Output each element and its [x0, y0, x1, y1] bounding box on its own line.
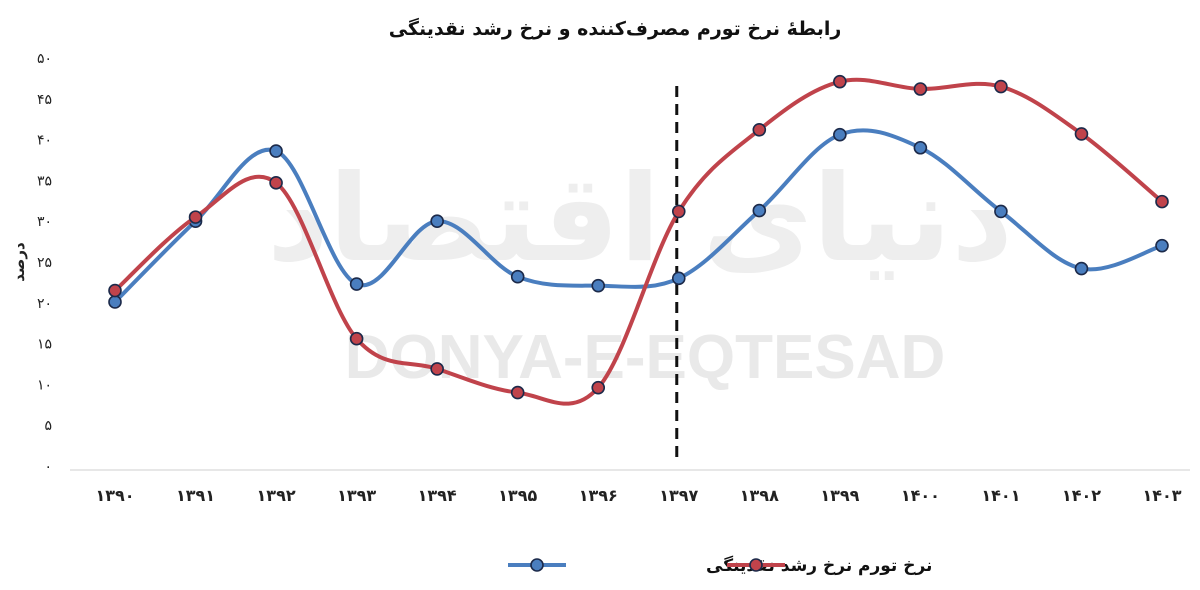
y-tick-label: ۳۰ — [37, 214, 52, 230]
series-line — [113, 77, 1164, 406]
data-point — [833, 127, 847, 142]
legend-item: نرخ تورم — [727, 556, 932, 576]
x-tick-label: ۱۳۹۵ — [498, 486, 537, 505]
data-point — [108, 295, 122, 309]
x-tick-label: ۱۳۹۸ — [740, 486, 779, 505]
y-tick-label: ۱۵ — [37, 337, 52, 353]
data-point — [1074, 261, 1089, 276]
legend: نرخ رشد نقدینگی نرخ تورم — [508, 555, 932, 576]
x-tick-label: ۱۳۹۳ — [337, 486, 376, 505]
y-tick-label: ۳۵ — [37, 173, 52, 189]
x-tick-label: ۱۴۰۳ — [1142, 486, 1181, 505]
data-point — [752, 203, 767, 218]
data-point — [269, 144, 283, 158]
y-axis-ticks: ۰ ۵ ۱۰ ۱۵ ۲۰ ۲۵ ۳۰ ۳۵ ۴۰ ۴۵ ۵۰ — [37, 51, 52, 475]
x-tick-label: ۱۳۹۶ — [579, 486, 618, 505]
x-tick-label: ۱۴۰۱ — [981, 486, 1020, 505]
watermark-persian: دنیای اقتصاد — [267, 150, 1013, 289]
data-point — [430, 214, 444, 228]
x-tick-label: ۱۳۹۲ — [257, 486, 296, 505]
x-tick-label: ۱۳۹۴ — [418, 486, 457, 505]
data-point — [994, 204, 1008, 219]
data-point — [430, 362, 444, 376]
legend-label: نرخ تورم — [858, 556, 932, 576]
legend-swatch-marker — [749, 558, 763, 572]
series-1 — [108, 74, 1169, 406]
data-point — [269, 176, 283, 190]
x-tick-label: ۱۴۰۲ — [1062, 486, 1101, 505]
y-tick-label: ۵۰ — [37, 51, 52, 67]
data-point — [833, 74, 847, 89]
data-point — [752, 123, 767, 137]
data-point — [510, 385, 525, 400]
y-tick-label: ۰ — [44, 459, 52, 475]
data-point — [1155, 194, 1169, 209]
x-tick-label: ۱۴۰۰ — [901, 486, 940, 505]
data-point — [913, 140, 928, 155]
x-axis-ticks: ۱۳۹۰ ۱۳۹۱ ۱۳۹۲ ۱۳۹۳ ۱۳۹۴ ۱۳۹۵ ۱۳۹۶ ۱۳۹۷ ۱۳۹۸ ۱۳۹۹… — [95, 486, 1181, 505]
data-point — [994, 79, 1008, 94]
y-tick-label: ۴۰ — [37, 133, 52, 149]
data-point — [913, 82, 928, 96]
data-point — [188, 210, 203, 224]
legend-item: نرخ رشد نقدینگی — [508, 555, 852, 576]
data-point — [1074, 127, 1089, 141]
data-point — [108, 283, 122, 298]
y-tick-label: ۱۰ — [37, 377, 52, 393]
data-point — [1155, 238, 1169, 253]
y-axis-label: درصد — [10, 242, 28, 282]
data-point — [671, 204, 686, 219]
y-tick-label: ۵ — [44, 418, 52, 434]
x-tick-label: ۱۳۹۰ — [95, 486, 134, 505]
data-point — [591, 278, 606, 293]
y-tick-label: ۲۵ — [37, 255, 52, 271]
data-point — [349, 277, 364, 291]
data-point — [510, 269, 525, 284]
series-layer — [108, 74, 1169, 406]
legend-swatch-marker — [530, 558, 544, 572]
chart-title: رابطهٔ نرخ تورم مصرف‌کننده و نرخ رشد نقد… — [389, 17, 842, 40]
watermark-latin: DONYA-E-EQTESAD — [345, 323, 946, 392]
x-tick-label: ۱۳۹۷ — [659, 486, 698, 505]
y-tick-label: ۲۰ — [37, 296, 52, 312]
data-point — [349, 331, 364, 346]
x-tick-label: ۱۳۹۱ — [176, 486, 215, 505]
data-point — [591, 380, 606, 395]
data-point — [671, 271, 686, 286]
x-tick-label: ۱۳۹۹ — [820, 486, 859, 505]
y-tick-label: ۴۵ — [37, 92, 52, 108]
